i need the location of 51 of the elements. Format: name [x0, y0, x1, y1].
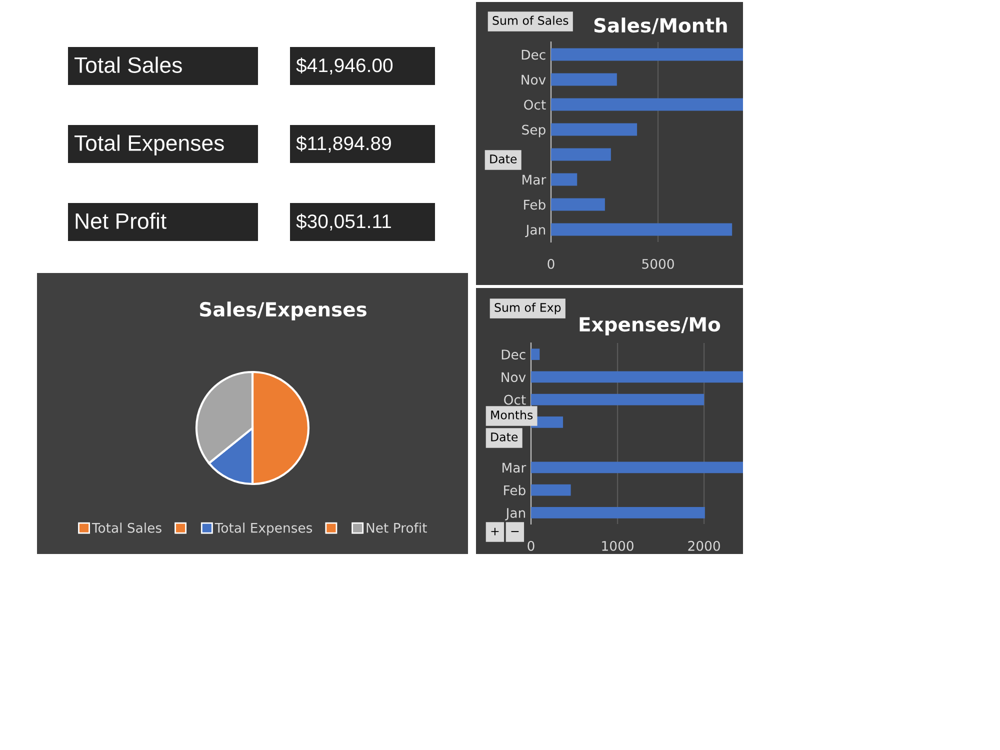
text: Date — [490, 154, 517, 164]
chart-title: Expenses/Mo — [580, 317, 720, 336]
bar — [531, 348, 540, 360]
bar — [551, 73, 617, 86]
legend-label: Net Profit — [366, 522, 427, 533]
y-tick-label: Oct — [524, 100, 546, 110]
bar — [551, 48, 743, 61]
y-tick-label: Dec — [502, 350, 526, 360]
x-tick-label: 2000 — [688, 540, 720, 551]
y-tick-label: Mar — [502, 462, 526, 473]
bar — [531, 507, 705, 518]
text: $30,051.11 — [296, 214, 391, 231]
legend-label: Total Expenses — [214, 522, 312, 536]
y-tick-label: Oct — [504, 394, 526, 405]
legend-label: Total Sales — [92, 522, 162, 533]
chart-title: Sales/Expenses — [200, 302, 366, 320]
x-tick-label: 5000 — [642, 258, 674, 269]
x-tick-label: 1000 — [602, 540, 634, 551]
chart-title: Sales/Month — [594, 18, 727, 34]
text: $11,894.89 — [296, 136, 391, 153]
text: + — [491, 528, 499, 536]
y-tick-label: Dec — [522, 50, 546, 60]
y-tick-label: Jan — [525, 224, 546, 238]
bar — [531, 394, 704, 406]
text: $41,946.00 — [296, 58, 393, 75]
text: Sum of Exp — [494, 302, 561, 314]
bar — [551, 148, 611, 161]
bar — [531, 371, 743, 383]
bar — [531, 484, 571, 496]
bar — [551, 123, 638, 136]
bar — [551, 223, 732, 236]
y-tick-label: Nov — [502, 372, 526, 382]
bar — [551, 173, 578, 186]
annotation: Months — [491, 410, 533, 420]
y-tick-label: Mar — [522, 174, 546, 185]
x-tick-label: 0 — [548, 258, 554, 269]
bar — [551, 198, 605, 211]
text: − — [511, 531, 519, 532]
text: Sum of Sales — [492, 16, 568, 25]
bar — [531, 462, 743, 474]
y-tick-label: Feb — [504, 485, 526, 496]
y-tick-label: Feb — [524, 199, 546, 210]
text: Total Expenses — [74, 134, 224, 156]
y-tick-label: Sep — [522, 124, 546, 138]
text: Date — [491, 432, 518, 442]
text: Total Sales — [74, 56, 182, 73]
y-tick-label: Jan — [505, 508, 526, 520]
y-tick-label: Nov — [522, 74, 546, 85]
text: Net Profit — [76, 212, 166, 229]
x-tick-label: 0 — [528, 540, 534, 551]
bar — [551, 98, 743, 111]
